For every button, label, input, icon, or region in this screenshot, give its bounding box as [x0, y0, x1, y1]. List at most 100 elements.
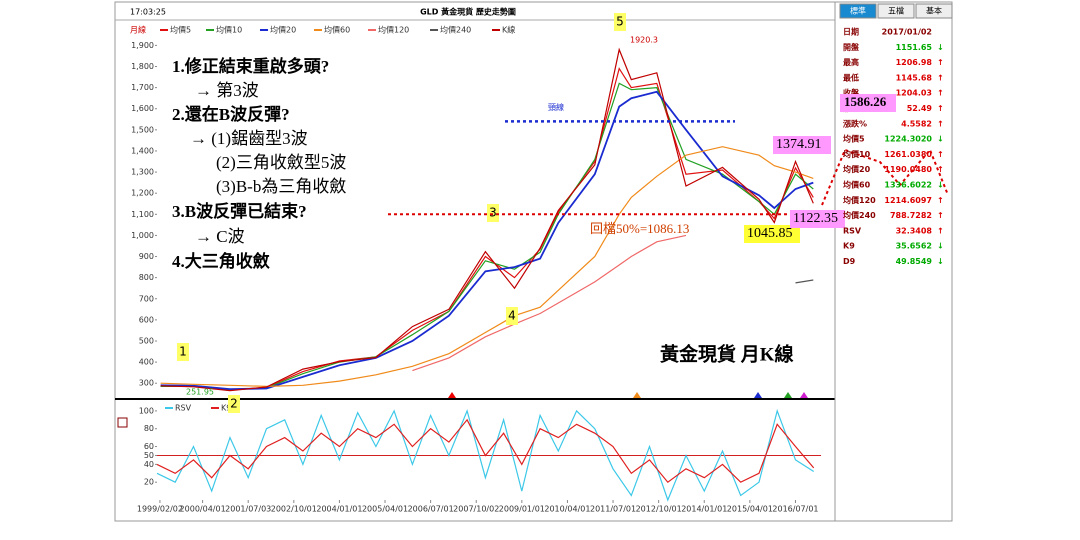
- wave-label: 5: [616, 15, 624, 29]
- projection-label: 1586.26: [844, 94, 887, 109]
- legend-label: 均價20: [270, 25, 296, 35]
- y-tick-label: 60: [144, 442, 154, 451]
- legend-label: 均價240: [440, 25, 471, 35]
- row-arrow: ↓: [937, 135, 944, 144]
- row-value: 1336.6022: [884, 181, 932, 190]
- price-label: 1122.35: [793, 211, 838, 226]
- legend-label: 均價60: [324, 25, 350, 35]
- y-tick-label: 500: [139, 336, 154, 345]
- tab[interactable]: [915, 3, 953, 19]
- row-arrow: ↑: [937, 58, 944, 67]
- panel-toggle[interactable]: [117, 417, 128, 428]
- row-label: 均價120: [843, 195, 876, 205]
- y-tick-label: 80: [144, 424, 154, 433]
- legend-label: K9: [221, 404, 231, 413]
- y-tick-label: 800: [139, 273, 154, 282]
- wave-box: [177, 343, 189, 361]
- row-arrow: ↑: [937, 89, 944, 98]
- legend-label: 均價120: [378, 25, 409, 35]
- row-value: 1151.65: [896, 43, 933, 52]
- row-label: 開盤: [843, 42, 860, 52]
- note: → (1)鋸齒型3波: [190, 129, 308, 148]
- signal: [633, 392, 641, 398]
- y-tick-label: 1,400: [131, 146, 154, 155]
- bottom-label: 251.95: [186, 388, 214, 397]
- price-box: [773, 136, 831, 154]
- signal: [754, 392, 762, 398]
- wave-label: 1: [179, 345, 187, 359]
- y-tick-label: 1,000: [131, 231, 154, 240]
- wave-label: 4: [508, 309, 516, 323]
- y-tick-label: 1,100: [131, 210, 154, 219]
- row-label: RSV: [843, 226, 862, 235]
- note: (3)B-b為三角收斂: [216, 177, 346, 196]
- tab-label: 標準: [850, 6, 866, 16]
- row-value: 1261.0380: [884, 150, 932, 159]
- wave-box: [228, 395, 240, 413]
- row-value: 788.7282: [890, 211, 932, 220]
- y-tick-label: 1,600: [131, 104, 154, 113]
- note: 3.B波反彈已結束?: [172, 201, 307, 221]
- row-arrow: ↓: [937, 43, 944, 52]
- x-tick-label: 2014/01/01: [681, 505, 727, 514]
- tab[interactable]: [877, 3, 915, 19]
- note: → C波: [195, 227, 245, 246]
- row-label: 均價240: [843, 210, 876, 220]
- signal: [784, 392, 792, 398]
- x-tick-label: 2016/07/01: [772, 505, 818, 514]
- y-tick-label: 1,800: [131, 62, 154, 71]
- row-arrow: ↑: [937, 226, 944, 235]
- legend-label: 均價5: [170, 25, 191, 35]
- clock: 17:03:25: [130, 8, 166, 17]
- tab[interactable]: [839, 3, 877, 19]
- row-arrow: ↓: [937, 181, 944, 190]
- tab-label: 五檔: [888, 6, 904, 16]
- y-tick-label: 700: [139, 294, 154, 303]
- row-arrow: ↑: [937, 165, 944, 174]
- row-arrow: ↑: [937, 119, 944, 128]
- x-tick-label: 2007/10/02: [453, 505, 499, 514]
- y-tick-label: 1,300: [131, 168, 154, 177]
- y-tick-label: 400: [139, 358, 154, 367]
- note: (2)三角收斂型5波: [216, 153, 346, 172]
- legend-label: 均價10: [216, 25, 242, 35]
- wave-label: 2: [230, 397, 238, 411]
- x-tick-label: 2015/04/01: [727, 505, 773, 514]
- price-box: [840, 94, 896, 112]
- row-label: 最高: [843, 57, 859, 67]
- period: 月線: [130, 25, 146, 35]
- x-tick-label: 2004/01/01: [316, 505, 362, 514]
- row-label: D9: [843, 257, 856, 266]
- row-value: 2017/01/02: [882, 28, 932, 37]
- x-tick-label: 2002/10/01: [271, 505, 317, 514]
- x-tick-label: 2006/07/01: [408, 505, 454, 514]
- row-label: 均價60: [843, 180, 871, 190]
- row-arrow: ↑: [937, 150, 944, 159]
- note: 4.大三角收斂: [172, 251, 271, 271]
- x-tick-label: 2005/04/01: [362, 505, 408, 514]
- wave-box: [506, 307, 518, 325]
- y-tick-label: 1,500: [131, 125, 154, 134]
- note: 1.修正結束重啟多頭?: [172, 56, 329, 76]
- chart-title: GLD 黃金現貨 歷史走勢圖: [420, 7, 516, 17]
- caption: 黃金現貨 月K線: [660, 342, 794, 365]
- neckline-label: 頸線: [548, 102, 564, 112]
- row-label: 均價5: [843, 134, 865, 144]
- row-arrow: ↓: [937, 257, 944, 266]
- x-tick-label: 2000/04/01: [180, 505, 226, 514]
- y-tick-label: 900: [139, 252, 154, 261]
- x-tick-label: 1999/02/02: [137, 505, 183, 514]
- row-value: 1214.6097: [884, 196, 932, 205]
- legend-label: RSV: [175, 404, 192, 413]
- row-value: 32.3408: [896, 226, 933, 235]
- signal: [448, 392, 456, 398]
- signal: [800, 392, 808, 398]
- price-label: 1045.85: [747, 226, 793, 241]
- row-value: 1204.03: [896, 89, 932, 98]
- x-tick-label: 2010/04/01: [544, 505, 590, 514]
- row-value: 1206.98: [896, 58, 933, 67]
- y-tick-label: 20: [144, 478, 154, 487]
- row-value: 49.8549: [896, 257, 933, 266]
- series-line: [156, 408, 815, 502]
